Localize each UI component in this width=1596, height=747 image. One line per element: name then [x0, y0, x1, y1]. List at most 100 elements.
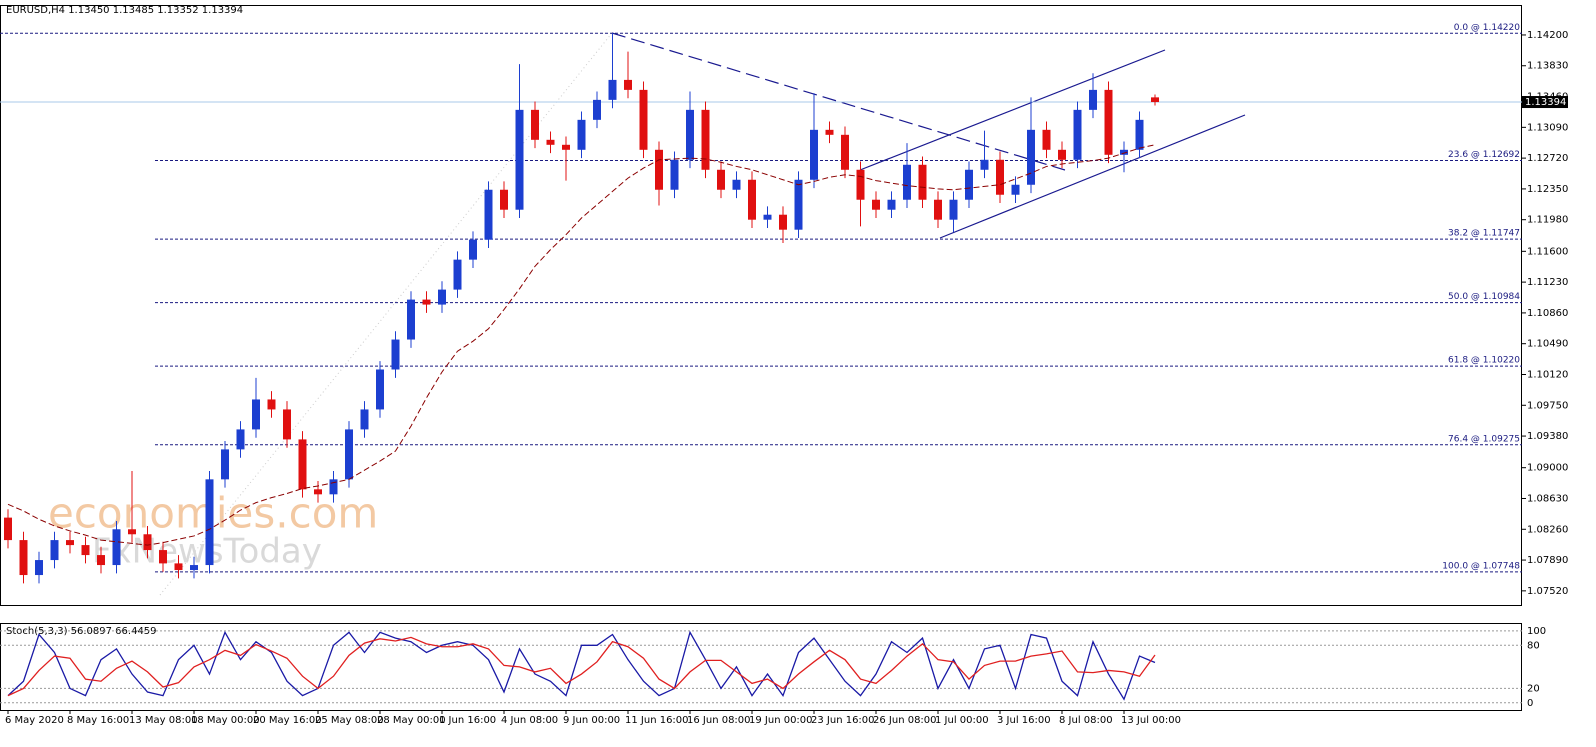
y-tick-label: 0 [1527, 698, 1533, 709]
candle-body [763, 214, 772, 220]
candle-body [670, 159, 679, 190]
fib-label: 50.0 @ 1.10984 [1448, 292, 1520, 302]
candle-body [1027, 129, 1035, 185]
fib-label: 100.0 @ 1.07748 [1442, 561, 1520, 571]
x-tick-label: 18 May 00:00 [191, 715, 260, 726]
x-tick-label: 28 May 00:00 [377, 715, 446, 726]
candle-body [314, 489, 322, 495]
fib-label: 0.0 @ 1.14220 [1454, 23, 1521, 33]
candle-body [4, 517, 12, 541]
y-tick-label: 1.07890 [1527, 555, 1568, 566]
candle-body [469, 239, 477, 260]
y-tick-label: 20 [1527, 683, 1540, 694]
indicator-frame [0, 623, 1522, 711]
candle-body [996, 159, 1004, 195]
x-tick-label: 11 Jun 16:00 [625, 715, 689, 726]
last-price-label: 1.13394 [1525, 97, 1566, 108]
y-tick-label: 1.14200 [1527, 30, 1568, 41]
candle-body [252, 399, 260, 430]
candle-body [453, 259, 462, 290]
candle-body [500, 189, 508, 210]
x-tick-label: 4 Jun 08:00 [501, 715, 558, 726]
x-tick-label: 26 Jun 08:00 [873, 715, 937, 726]
moving-average [7, 144, 1156, 546]
candle-body [1073, 109, 1082, 160]
candle-body [748, 179, 756, 220]
x-tick-label: 19 Jun 00:00 [749, 715, 813, 726]
candle-body [686, 109, 694, 160]
candle-body [825, 129, 834, 135]
candle-body [903, 164, 911, 200]
candle-body [639, 89, 648, 150]
candle-body [391, 339, 400, 370]
y-tick-label: 100 [1527, 626, 1546, 637]
candle-body [376, 369, 384, 410]
candle-body [872, 199, 880, 210]
plot-frame [0, 5, 1522, 606]
x-tick-label: 9 Jun 00:00 [563, 715, 620, 726]
fib-label: 23.6 @ 1.12692 [1448, 150, 1520, 160]
candle-body [515, 109, 524, 210]
candle-body [283, 409, 291, 440]
candle-body [1042, 129, 1051, 150]
x-tick-label: 6 May 2020 [5, 715, 64, 726]
candle-body [934, 199, 942, 220]
candle-body [35, 560, 43, 576]
candle-body [732, 179, 741, 190]
y-tick-label: 1.13090 [1527, 122, 1568, 133]
candle-body [66, 540, 74, 546]
candle-body [236, 429, 245, 450]
candle-body [608, 79, 617, 100]
candle-body [97, 555, 105, 566]
candle-body [577, 119, 586, 150]
channel-line [939, 114, 1246, 239]
x-tick-label: 23 Jun 16:00 [811, 715, 875, 726]
candle-body [918, 164, 927, 200]
candle-body [1151, 97, 1159, 103]
candle-body [19, 540, 28, 576]
candle-body [810, 129, 818, 180]
candle-body [298, 439, 307, 490]
candle-body [624, 79, 632, 90]
candle-body [701, 109, 710, 170]
candle-body [949, 199, 958, 220]
y-tick-label: 1.10120 [1527, 369, 1568, 380]
fib-label: 61.8 @ 1.10220 [1448, 356, 1520, 366]
y-tick-label: 1.07520 [1527, 586, 1568, 597]
candle-body [965, 169, 973, 200]
candle-body [159, 550, 167, 564]
candle-body [841, 134, 849, 170]
y-tick-label: 1.11230 [1527, 277, 1568, 288]
candle-body [717, 169, 725, 190]
candle-body [1135, 119, 1144, 150]
candle-body [143, 534, 152, 551]
y-tick-label: 1.10860 [1527, 308, 1568, 319]
y-tick-label: 1.10490 [1527, 339, 1568, 350]
channel-line [859, 49, 1166, 171]
candle-body [562, 144, 570, 150]
x-tick-label: 20 May 16:00 [253, 715, 322, 726]
y-tick-label: 1.08260 [1527, 524, 1568, 535]
x-tick-label: 13 Jul 00:00 [1121, 715, 1181, 726]
y-tick-label: 1.12720 [1527, 153, 1568, 164]
candle-body [1058, 149, 1066, 160]
symbol-header: EURUSD,H4 1.13450 1.13485 1.13352 1.1339… [6, 5, 243, 16]
y-tick-label: 1.08630 [1527, 493, 1568, 504]
candle-body [531, 109, 539, 140]
candle-body [794, 179, 803, 230]
candle-body [81, 545, 90, 556]
candle-body [1104, 89, 1113, 155]
x-tick-label: 8 May 16:00 [67, 715, 129, 726]
fib-label: 76.4 @ 1.09275 [1448, 434, 1520, 444]
stoch-line [7, 636, 1156, 697]
candle-body [655, 149, 663, 190]
y-tick-label: 80 [1527, 640, 1540, 651]
candle-body [128, 529, 136, 535]
last-price-box [1522, 96, 1568, 109]
candle-body [329, 479, 338, 495]
y-tick-label: 1.11600 [1527, 246, 1568, 257]
x-tick-label: 1 Jun 16:00 [439, 715, 496, 726]
candle-body [360, 409, 369, 430]
candle-body [345, 429, 353, 480]
